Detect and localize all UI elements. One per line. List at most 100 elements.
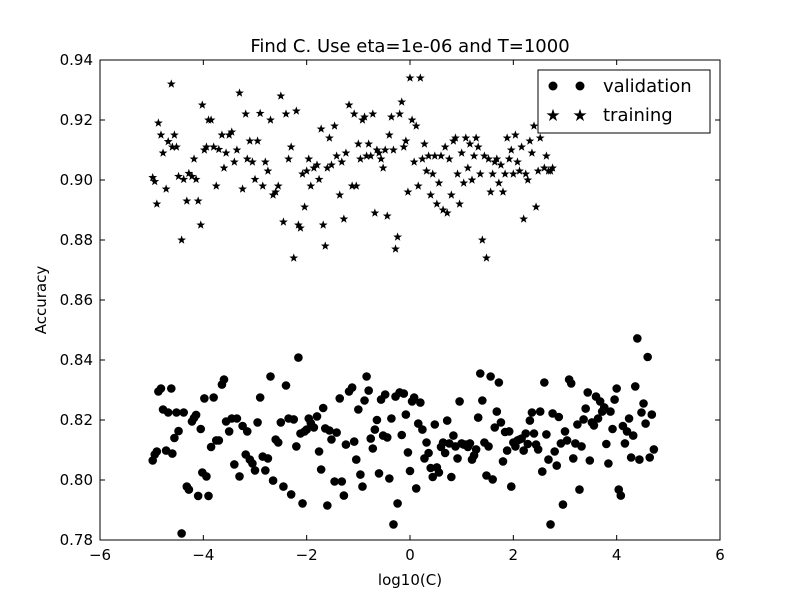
validation-point (540, 378, 549, 387)
training-point (467, 175, 477, 184)
training-point (403, 187, 413, 196)
validation-point (630, 382, 640, 391)
validation-point (279, 482, 288, 491)
validation-point (475, 369, 485, 378)
training-point (294, 220, 303, 229)
validation-point (167, 384, 176, 393)
training-point (279, 217, 288, 226)
validation-point (637, 408, 646, 417)
training-point (411, 121, 421, 130)
training-point (276, 91, 286, 100)
validation-point (403, 448, 413, 457)
training-point (268, 190, 278, 199)
validation-point (337, 477, 347, 486)
training-point (382, 211, 392, 220)
validation-point (253, 418, 262, 427)
training-point (179, 174, 189, 184)
training-point (372, 145, 382, 154)
training-point (189, 154, 199, 163)
training-point (511, 130, 520, 139)
training-point (255, 108, 265, 118)
training-point (370, 208, 380, 217)
y-tick-label: 0.82 (60, 411, 93, 429)
validation-point (424, 448, 433, 458)
training-point (232, 145, 242, 154)
validation-point (418, 425, 427, 434)
validation-point (214, 436, 224, 445)
training-point (486, 187, 495, 196)
training-point (420, 139, 429, 148)
validation-point (523, 439, 533, 449)
validation-point (250, 466, 260, 475)
training-point (312, 160, 322, 169)
validation-point (200, 394, 209, 403)
training-point (217, 130, 227, 139)
training-point (360, 112, 369, 121)
training-point (320, 241, 330, 250)
validation-point (413, 419, 423, 428)
validation-point (498, 457, 508, 466)
legend-marker-training-2: ★ (572, 106, 587, 126)
training-point (281, 109, 291, 118)
training-point (374, 148, 384, 157)
training-point (318, 220, 328, 229)
training-point (325, 133, 334, 142)
y-tick-label: 0.92 (60, 111, 93, 129)
validation-point (405, 466, 415, 476)
validation-point (393, 499, 402, 508)
training-point (465, 139, 475, 148)
validation-point (599, 403, 609, 412)
training-point (535, 133, 545, 142)
training-point (389, 145, 398, 154)
validation-point (562, 436, 572, 445)
validation-point (330, 477, 339, 486)
training-point (401, 136, 411, 145)
training-point (376, 154, 386, 163)
training-point (206, 115, 216, 124)
validation-point (434, 468, 444, 477)
validation-point (647, 410, 657, 419)
training-point (525, 136, 535, 145)
validation-point (302, 425, 311, 434)
training-point (289, 253, 299, 262)
validation-point (204, 491, 213, 501)
training-point (384, 130, 394, 139)
validation-point (440, 448, 450, 458)
validation-point (266, 372, 275, 381)
validation-point (152, 447, 162, 456)
y-tick-label: 0.88 (60, 231, 93, 249)
training-point (368, 109, 378, 118)
training-point (154, 118, 163, 127)
validation-point (248, 459, 257, 468)
training-point (529, 121, 539, 130)
training-point (418, 154, 427, 163)
training-point (167, 142, 177, 151)
training-point (260, 157, 270, 166)
training-point (521, 169, 531, 178)
x-tick-label: −2 (296, 546, 318, 564)
validation-point (409, 393, 419, 402)
training-point (309, 163, 319, 172)
training-point (446, 190, 456, 199)
validation-point (502, 446, 512, 455)
validation-point (422, 438, 431, 447)
validation-point (482, 471, 491, 480)
training-point (341, 148, 351, 157)
validation-point (261, 466, 270, 475)
validation-point (550, 447, 559, 456)
training-point (148, 173, 158, 182)
training-point (211, 181, 221, 190)
training-point (469, 151, 479, 160)
validation-point (339, 491, 349, 500)
validation-point (535, 407, 545, 416)
training-point (407, 115, 417, 124)
validation-point (298, 499, 307, 508)
training-point (349, 109, 359, 118)
validation-point (628, 431, 638, 440)
validation-point (202, 472, 211, 481)
training-point (484, 154, 493, 163)
validation-point (156, 384, 166, 393)
validation-point (286, 490, 296, 499)
training-point (202, 142, 211, 151)
y-tick-label: 0.86 (60, 291, 93, 309)
